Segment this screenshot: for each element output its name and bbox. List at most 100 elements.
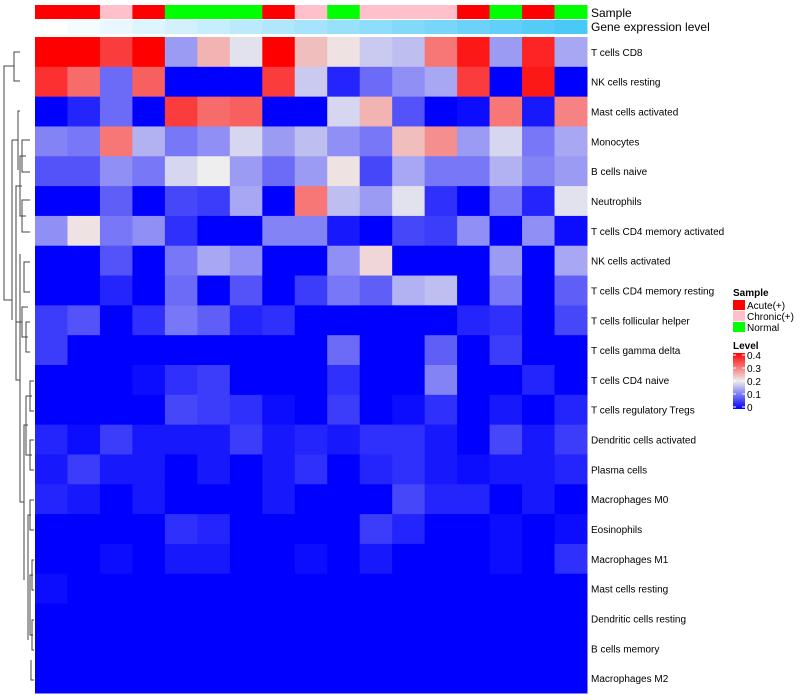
heatmap-cell bbox=[489, 663, 523, 694]
row-label: NK cells resting bbox=[591, 78, 660, 89]
legend-swatch bbox=[733, 311, 745, 321]
sample-annotation-cell bbox=[489, 5, 523, 19]
legend-tick-label: 0.1 bbox=[747, 390, 761, 401]
heatmap-cell bbox=[132, 96, 166, 127]
legend-level-colorbar bbox=[733, 353, 745, 409]
sample-annotation-cell bbox=[359, 5, 393, 19]
heatmap-cell bbox=[132, 424, 166, 455]
expression-annotation-cell bbox=[554, 20, 588, 34]
heatmap-cell bbox=[229, 37, 263, 68]
heatmap-cell bbox=[457, 66, 491, 98]
legend-tick-label: 0.2 bbox=[747, 377, 761, 388]
heatmap-cell bbox=[424, 245, 458, 277]
heatmap-cell bbox=[424, 37, 458, 68]
heatmap-cell bbox=[457, 186, 491, 217]
heatmap-cell bbox=[132, 573, 166, 605]
sample-annotation-cell bbox=[457, 5, 491, 19]
heatmap-cell bbox=[99, 215, 133, 247]
row-label: T cells gamma delta bbox=[591, 346, 681, 357]
heatmap-cell bbox=[99, 96, 133, 127]
heatmap-cell bbox=[359, 394, 393, 426]
heatmap-cell bbox=[359, 543, 393, 575]
heatmap-cell bbox=[392, 275, 426, 306]
heatmap-cell bbox=[197, 573, 231, 605]
heatmap-cell bbox=[457, 305, 491, 336]
heatmap-cell bbox=[132, 663, 166, 694]
heatmap-cell bbox=[327, 663, 361, 694]
heatmap-cell bbox=[424, 335, 458, 366]
heatmap-cell bbox=[164, 543, 198, 575]
heatmap-cell bbox=[67, 394, 101, 426]
heatmap-cell bbox=[67, 603, 101, 634]
heatmap-cell bbox=[67, 424, 101, 455]
heatmap-cell bbox=[327, 365, 361, 396]
heatmap-cell bbox=[457, 275, 491, 306]
expression-annotation-cell bbox=[132, 20, 166, 34]
expression-annotation-cell bbox=[35, 20, 68, 34]
heatmap-cell bbox=[554, 245, 588, 277]
heatmap-cell bbox=[197, 514, 231, 545]
heatmap-cell bbox=[67, 215, 101, 247]
sample-annotation-cell bbox=[164, 5, 198, 19]
heatmap-cell bbox=[327, 335, 361, 366]
heatmap-cell bbox=[262, 543, 296, 575]
sample-annotation-cell bbox=[67, 5, 101, 19]
heatmap-cell bbox=[164, 633, 198, 664]
heatmap-cell bbox=[359, 633, 393, 664]
heatmap-cell bbox=[229, 365, 263, 396]
heatmap-cell bbox=[392, 424, 426, 455]
heatmap-cell bbox=[327, 126, 361, 157]
heatmap-cell bbox=[294, 186, 328, 217]
sample-annotation-cell bbox=[554, 5, 588, 19]
heatmap-cell bbox=[132, 126, 166, 157]
heatmap-cell bbox=[359, 454, 393, 485]
heatmap-cell bbox=[457, 245, 491, 277]
heatmap-cell bbox=[229, 424, 263, 455]
row-label: Macrophages M2 bbox=[591, 674, 669, 685]
heatmap-cell bbox=[489, 66, 523, 98]
heatmap-cell bbox=[457, 633, 491, 664]
heatmap-cell bbox=[164, 573, 198, 605]
heatmap-cell bbox=[457, 424, 491, 455]
heatmap-cell bbox=[262, 424, 296, 455]
heatmap-cell bbox=[424, 454, 458, 485]
heatmap-cell bbox=[522, 663, 556, 694]
heatmap-cell bbox=[489, 394, 523, 426]
heatmap-cell bbox=[392, 484, 426, 515]
expression-annotation-cell bbox=[457, 20, 491, 34]
legend: Sample Acute(+)Chronic(+)Normal Level 0.… bbox=[733, 288, 794, 414]
heatmap-cell bbox=[99, 633, 133, 664]
heatmap-cell bbox=[392, 335, 426, 366]
heatmap-cell bbox=[35, 37, 68, 68]
heatmap-cell bbox=[262, 96, 296, 127]
heatmap-cell bbox=[359, 156, 393, 187]
heatmap-cell bbox=[522, 126, 556, 157]
heatmap-cell bbox=[392, 245, 426, 277]
heatmap-cell bbox=[294, 275, 328, 306]
heatmap-cell bbox=[294, 335, 328, 366]
heatmap-cell bbox=[67, 275, 101, 306]
heatmap-cell bbox=[489, 543, 523, 575]
heatmap-cell bbox=[554, 126, 588, 157]
row-label: T cells regulatory Tregs bbox=[591, 406, 695, 417]
heatmap-cell bbox=[35, 484, 68, 515]
heatmap-cell bbox=[554, 663, 588, 694]
heatmap-cell bbox=[262, 126, 296, 157]
heatmap-cell bbox=[327, 245, 361, 277]
heatmap-cell bbox=[424, 186, 458, 217]
heatmap-cell bbox=[35, 126, 68, 157]
heatmap-cell bbox=[229, 454, 263, 485]
heatmap-cell bbox=[132, 156, 166, 187]
heatmap-cell bbox=[359, 37, 393, 68]
expression-annotation-cell bbox=[67, 20, 101, 34]
expression-annotation-cell bbox=[327, 20, 361, 34]
heatmap-cell bbox=[35, 245, 68, 277]
heatmap-cell bbox=[262, 394, 296, 426]
heatmap-cell bbox=[489, 424, 523, 455]
heatmap-cell bbox=[489, 156, 523, 187]
heatmap-cell bbox=[554, 454, 588, 485]
heatmap-cell bbox=[424, 603, 458, 634]
heatmap-cell bbox=[197, 633, 231, 664]
row-label: Plasma cells bbox=[591, 465, 647, 476]
heatmap-cell bbox=[67, 126, 101, 157]
